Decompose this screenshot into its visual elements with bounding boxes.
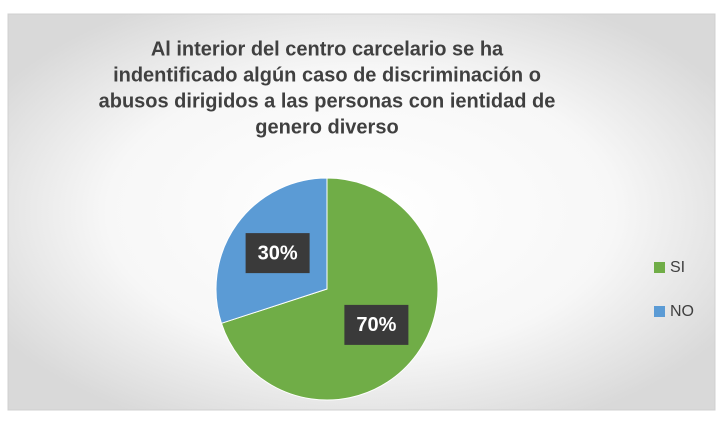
legend-label: SI (670, 259, 685, 276)
data-label-box (344, 304, 409, 345)
legend-swatch (654, 262, 665, 273)
chart-title: genero diverso (255, 116, 398, 138)
legend-label: NO (670, 303, 694, 320)
chart-title: indentificado algún caso de discriminaci… (113, 64, 541, 86)
chart-title: Al interior del centro carcelario se ha (151, 38, 504, 60)
chart-title: abusos dirigidos a las personas con ient… (99, 90, 556, 112)
legend-swatch (654, 306, 665, 317)
data-label: 30% (258, 242, 298, 264)
data-label-box (245, 233, 310, 274)
data-label: 70% (356, 314, 396, 336)
